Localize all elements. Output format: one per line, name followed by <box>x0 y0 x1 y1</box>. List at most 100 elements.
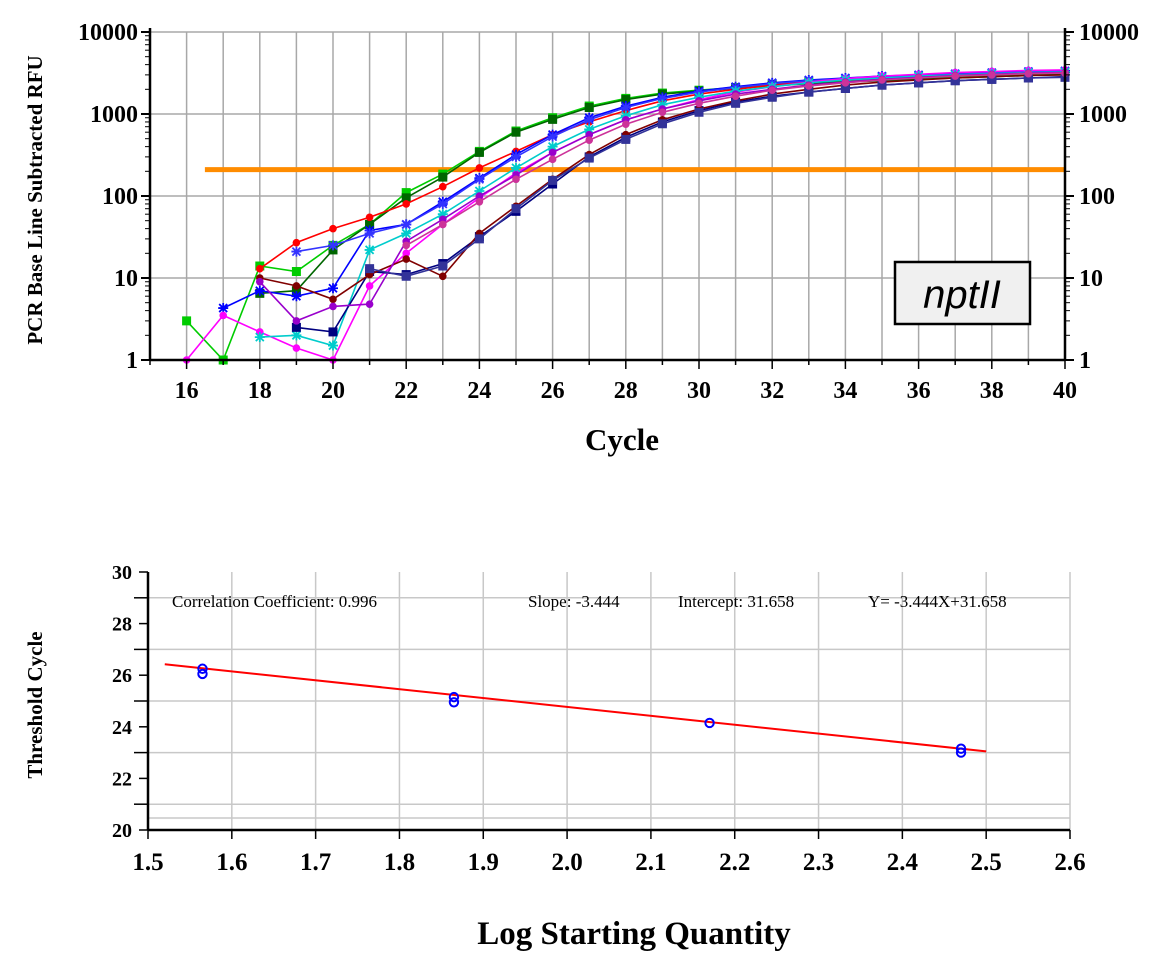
data-point <box>548 115 557 124</box>
data-point <box>658 119 667 128</box>
x-tick-label: 1.7 <box>300 849 331 876</box>
data-point <box>293 282 301 290</box>
x-tick-label: 1.8 <box>384 849 415 876</box>
x-tick-labels: 16 18 20 22 24 26 28 30 32 34 36 38 40 <box>175 378 1077 404</box>
standard-curve-chart: 20 22 24 26 28 30 1.5 1.6 1.7 1.8 1.9 2.0 2.1 2.2 2.3… <box>23 562 1086 952</box>
y-tick-label: 10 <box>1079 266 1103 292</box>
data-point <box>439 272 447 280</box>
x-axis-title: Log Starting Quantity <box>477 916 791 952</box>
x-tick-label: 1.6 <box>216 849 247 876</box>
data-point <box>768 93 777 102</box>
data-point <box>585 136 593 144</box>
data-point <box>476 198 484 206</box>
data-point <box>659 108 667 116</box>
data-point <box>328 283 338 293</box>
slope-text: Slope: -3.444 <box>528 592 620 611</box>
data-point <box>292 267 301 276</box>
data-point <box>366 213 374 221</box>
x-tick-label: 32 <box>760 378 784 404</box>
x-tick-label: 16 <box>175 378 199 404</box>
y-tick-label: 1000 <box>1079 102 1127 128</box>
data-point <box>842 79 850 87</box>
x-tick-label: 28 <box>614 378 638 404</box>
y-tick-label: 1000 <box>90 102 138 128</box>
x-tick-label: 18 <box>248 378 272 404</box>
x-tick-label: 2.4 <box>887 849 919 876</box>
data-point <box>512 204 521 213</box>
data-point <box>365 228 375 238</box>
x-tick-label: 2.6 <box>1054 849 1085 876</box>
y-tick-label: 1 <box>126 348 138 374</box>
y-tick-label: 30 <box>112 562 132 584</box>
data-point <box>255 286 265 296</box>
x-tick-labels: 1.5 1.6 1.7 1.8 1.9 2.0 2.1 2.2 2.3 2.4 2.5 2.6 <box>132 849 1085 876</box>
data-point <box>439 221 447 229</box>
data-point <box>401 219 411 229</box>
x-tick-label: 2.0 <box>551 849 582 876</box>
data-point <box>402 242 410 250</box>
data-point <box>293 317 301 325</box>
gene-label-text: nptII <box>923 273 1001 317</box>
data-point <box>476 164 484 172</box>
x-tick-label: 34 <box>833 378 857 404</box>
data-point <box>439 183 447 191</box>
equation-text: Y= -3.444X+31.658 <box>868 592 1007 611</box>
data-point <box>402 272 411 281</box>
data-point <box>329 225 337 233</box>
y-axis-title: PCR Base Line Subtracted RFU <box>23 55 47 344</box>
data-point <box>695 108 704 117</box>
data-point <box>732 92 740 100</box>
data-point <box>1025 70 1033 78</box>
y-axis-title: Threshold Cycle <box>23 631 47 778</box>
y-tick-label: 10000 <box>1079 20 1139 46</box>
data-point <box>329 327 338 336</box>
y-tick-labels-left: 1 10 100 1000 10000 <box>78 20 138 374</box>
data-point <box>768 86 776 94</box>
x-tick-label: 2.2 <box>719 849 750 876</box>
x-tick-label: 26 <box>541 378 565 404</box>
data-point <box>219 312 227 320</box>
data-point <box>548 176 557 185</box>
y-tick-label: 22 <box>112 768 132 790</box>
x-tick-label: 24 <box>467 378 491 404</box>
data-point <box>256 265 264 273</box>
x-tick-label: 20 <box>321 378 345 404</box>
data-point <box>365 245 375 255</box>
data-point <box>549 149 557 157</box>
x-tick-label: 38 <box>980 378 1004 404</box>
x-tick-label: 40 <box>1053 378 1077 404</box>
data-point <box>695 100 703 108</box>
data-point <box>293 344 301 352</box>
x-tick-label: 2.5 <box>971 849 1002 876</box>
x-tick-label: 22 <box>394 378 418 404</box>
data-point <box>878 76 886 84</box>
y-tick-label: 26 <box>112 665 132 687</box>
y-tick-label: 1 <box>1079 348 1091 374</box>
y-tick-label: 24 <box>112 717 132 739</box>
data-point <box>475 148 484 157</box>
data-point <box>475 234 484 243</box>
data-point <box>402 200 410 208</box>
intercept-text: Intercept: 31.658 <box>678 592 794 611</box>
y-tick-label: 100 <box>1079 184 1115 210</box>
data-point <box>401 228 411 238</box>
y-tick-label: 10000 <box>78 20 138 46</box>
data-point <box>805 82 813 90</box>
x-tick-label: 2.3 <box>803 849 834 876</box>
data-point <box>731 99 740 108</box>
data-point <box>474 174 484 184</box>
data-point <box>512 128 521 137</box>
data-point <box>622 120 630 128</box>
data-point <box>366 300 374 308</box>
data-point <box>291 247 301 257</box>
data-point <box>621 135 630 144</box>
data-point <box>218 303 228 313</box>
data-point <box>329 303 337 311</box>
data-point <box>328 341 338 351</box>
y-tick-label: 10 <box>114 266 138 292</box>
data-point <box>512 175 520 183</box>
data-point <box>584 115 594 125</box>
gene-label-box: nptII <box>895 262 1030 324</box>
data-point <box>511 152 521 162</box>
data-point <box>549 156 557 164</box>
